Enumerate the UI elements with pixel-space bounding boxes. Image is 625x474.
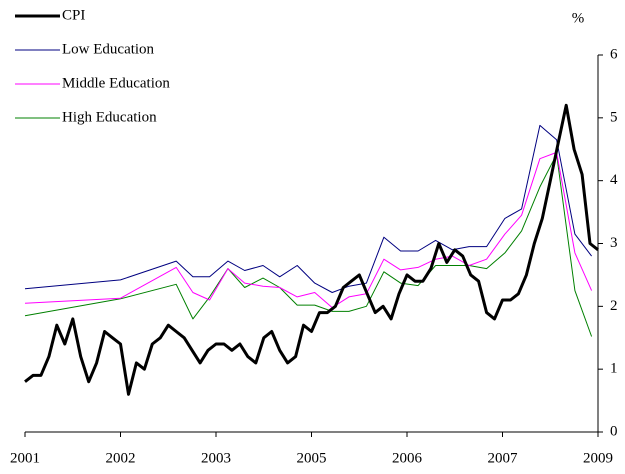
legend-label: CPI xyxy=(62,7,85,23)
y-tick-label: 1 xyxy=(610,361,618,377)
legend-label: Low Education xyxy=(62,41,155,57)
line xyxy=(24,151,593,309)
y-tick-label: 2 xyxy=(610,298,618,314)
y-tick-label: 6 xyxy=(610,46,618,62)
x-tick-label: 2005 xyxy=(297,450,327,466)
x-tick-label: 2009 xyxy=(583,450,613,466)
x-tick-label: 2003 xyxy=(201,450,231,466)
y-axis-label: % xyxy=(572,10,585,26)
legend-label: Middle Education xyxy=(62,75,170,91)
y-tick-label: 0 xyxy=(610,423,618,439)
x-tick-label: 2001 xyxy=(10,450,40,466)
x-tick-label: 2007 xyxy=(488,450,519,466)
y-tick-label: 3 xyxy=(610,235,618,251)
line xyxy=(24,124,592,293)
y-tick-label: 5 xyxy=(610,109,618,125)
legend-label: High Education xyxy=(62,109,157,125)
line xyxy=(24,153,593,337)
x-tick-label: 2002 xyxy=(106,450,136,466)
x-tick-label: 2006 xyxy=(392,450,423,466)
y-tick-label: 4 xyxy=(610,172,618,188)
line xyxy=(24,103,599,396)
